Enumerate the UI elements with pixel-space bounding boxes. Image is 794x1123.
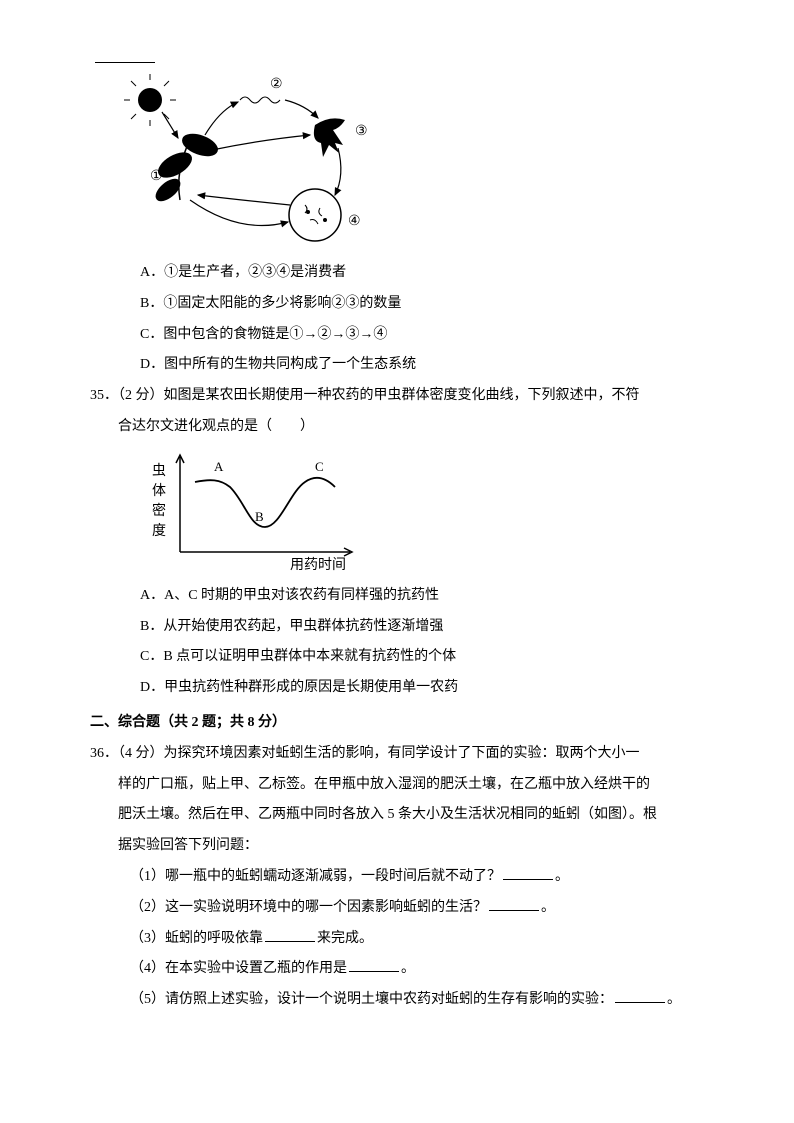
svg-text:C: C [315, 459, 324, 474]
q36-sub-3: （3）蚯蚓的呼吸依靠 来完成。 [130, 924, 704, 955]
q36-sub-5-tail: 。 [667, 992, 681, 1007]
svg-text:体: 体 [152, 483, 166, 499]
header-rule [95, 62, 155, 63]
q35-stem-line1: 35．（2 分）如图是某农田长期使用一种农药的甲虫群体密度变化曲线，下列叙述中，… [90, 381, 704, 412]
diagram-label-4: ④ [348, 214, 361, 229]
q-prev-option-b: B．①固定太阳能的多少将影响②③的数量 [140, 289, 704, 320]
q-prev-option-a: A．①是生产者，②③④是消费者 [140, 258, 704, 289]
q36-stem-line4: 据实验回答下列问题： [118, 831, 704, 862]
svg-text:度: 度 [152, 523, 166, 539]
q36-sub-2-tail: 。 [541, 900, 555, 915]
diagram-label-1: ① [150, 169, 163, 184]
q36-sub-4-text: （4）在本实验中设置乙瓶的作用是 [130, 961, 347, 976]
svg-text:虫: 虫 [152, 463, 166, 479]
q36-sub-2: （2）这一实验说明环境中的哪一个因素影响蚯蚓的生活？ 。 [130, 893, 704, 924]
q-prev-option-c: C．图中包含的食物链是①→②→③→④ [140, 320, 704, 351]
svg-text:用药时间: 用药时间 [290, 557, 346, 573]
blank-input[interactable] [615, 987, 665, 1003]
ecosystem-diagram: ① ② ③ ④ [120, 70, 704, 250]
q36-sub-4-tail: 。 [401, 961, 415, 976]
q36-sub-3-tail: 来完成。 [317, 931, 373, 946]
q36-sub-2-text: （2）这一实验说明环境中的哪一个因素影响蚯蚓的生活？ [130, 900, 487, 915]
q35-option-b: B．从开始使用农药起，甲虫群体抗药性逐渐增强 [140, 612, 704, 643]
blank-input[interactable] [349, 956, 399, 972]
q36-sub-5-text: （5）请仿照上述实验，设计一个说明土壤中农药对蚯蚓的生存有影响的实验： [130, 992, 613, 1007]
q36-sub-4: （4）在本实验中设置乙瓶的作用是 。 [130, 954, 704, 985]
diagram-label-3: ③ [355, 124, 368, 139]
q36-stem-line3: 肥沃土壤。然后在甲、乙两瓶中同时各放入 5 条大小及生活状况相同的蚯蚓（如图）。… [118, 800, 704, 831]
blank-input[interactable] [489, 895, 539, 911]
q35-option-a: A．A、C 时期的甲虫对该农药有同样强的抗药性 [140, 581, 704, 612]
q36-sub-1-tail: 。 [555, 869, 569, 884]
q35-option-d: D．甲虫抗药性种群形成的原因是长期使用单一农药 [140, 673, 704, 704]
density-chart: 虫 体 密 度 用药时间 A B C [140, 447, 704, 577]
section-2-header: 二、综合题（共 2 题；共 8 分） [90, 708, 704, 739]
q-prev-option-d: D．图中所有的生物共同构成了一个生态系统 [140, 350, 704, 381]
diagram-label-2: ② [270, 77, 283, 92]
svg-text:密: 密 [152, 502, 166, 519]
q36-stem-line1: 36．（4 分）为探究环境因素对蚯蚓生活的影响，有同学设计了下面的实验：取两个大… [90, 739, 704, 770]
q36-sub-1-text: （1）哪一瓶中的蚯蚓蠕动逐渐减弱，一段时间后就不动了？ [130, 869, 501, 884]
svg-text:A: A [214, 459, 224, 474]
blank-input[interactable] [265, 926, 315, 942]
q35-option-c: C．B 点可以证明甲虫群体中本来就有抗药性的个体 [140, 642, 704, 673]
q36-sub-5: （5）请仿照上述实验，设计一个说明土壤中农药对蚯蚓的生存有影响的实验： 。 [130, 985, 704, 1016]
q35-stem-line2: 合达尔文进化观点的是（ ） [118, 412, 704, 443]
q36-sub-3-text: （3）蚯蚓的呼吸依靠 [130, 931, 263, 946]
blank-input[interactable] [503, 864, 553, 880]
q36-sub-1: （1）哪一瓶中的蚯蚓蠕动逐渐减弱，一段时间后就不动了？ 。 [130, 862, 704, 893]
svg-text:B: B [255, 509, 264, 524]
q36-stem-line2: 样的广口瓶，贴上甲、乙标签。在甲瓶中放入湿润的肥沃土壤，在乙瓶中放入经烘干的 [118, 770, 704, 801]
